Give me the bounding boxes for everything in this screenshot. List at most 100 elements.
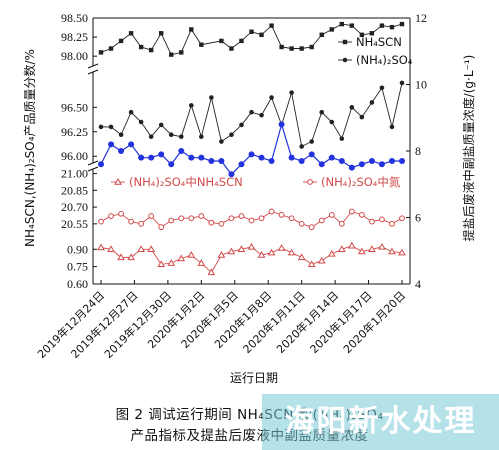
data-point [107, 245, 115, 252]
y-right-tick-label: 10 [415, 78, 427, 92]
data-point [287, 248, 296, 256]
y-left-tick-label: 20.70 [61, 200, 88, 214]
data-point [269, 95, 274, 100]
data-point [349, 105, 355, 110]
data-point [197, 259, 206, 266]
data-point [278, 121, 285, 128]
data-point [299, 46, 304, 51]
y-left-tick-label: 0.90 [67, 242, 88, 256]
data-point [328, 154, 335, 161]
y-left-tick-label: 20.55 [61, 217, 88, 231]
data-point [98, 161, 104, 168]
series-line [101, 82, 403, 148]
data-point [288, 154, 295, 161]
data-point [319, 32, 324, 37]
data-point [379, 85, 385, 91]
data-point [159, 31, 164, 36]
axis-break-mark [87, 69, 99, 75]
data-point [359, 32, 365, 37]
data-point [358, 161, 365, 168]
y-left-tick-label: 98.50 [61, 11, 88, 25]
data-point [108, 141, 115, 148]
data-point [227, 247, 236, 255]
data-point [267, 248, 276, 256]
data-point [298, 157, 305, 164]
data-point [228, 171, 235, 178]
data-point [118, 38, 124, 44]
y-left-tick-label: 96.00 [61, 149, 88, 163]
data-point [318, 161, 325, 168]
data-point [339, 21, 344, 27]
axis-break-gap [89, 66, 97, 72]
data-point [199, 134, 204, 139]
chart-legend: NH₄SCN (NH₄)₂SO₄ (NH₄)₂SO₄中NH₄SCN (NH₄)₂SO₄… [111, 35, 413, 189]
y-left-tick-label: 98.25 [61, 30, 88, 44]
data-point [308, 151, 315, 158]
data-point [368, 157, 375, 164]
data-point [249, 109, 254, 115]
data-point [168, 161, 175, 168]
y-left-tick-label: 0.75 [67, 260, 88, 274]
data-point [327, 249, 336, 257]
data-point [378, 242, 386, 250]
chart-axes [87, 17, 411, 285]
y-left-tick-label: 98.00 [61, 49, 88, 63]
legend-marker [114, 177, 122, 185]
x-axis-label: 运行日期 [230, 371, 278, 385]
data-point [368, 245, 376, 252]
data-point [108, 213, 114, 219]
data-point [248, 217, 255, 224]
x-tick-label: 2020年1月5日 [178, 288, 241, 351]
data-point [399, 157, 405, 164]
data-point [157, 260, 166, 268]
legend-marker [307, 179, 313, 185]
axis-break-mark [87, 166, 99, 172]
data-point [208, 219, 215, 226]
data-point [379, 216, 385, 223]
data-point [118, 210, 124, 217]
y-left-tick-label: 20.85 [61, 183, 88, 197]
data-point [259, 112, 264, 118]
data-point [289, 90, 294, 95]
y-right-tick-label: 4 [415, 277, 421, 291]
data-point [369, 31, 375, 36]
data-point [138, 44, 144, 50]
data-point [399, 215, 405, 222]
chart: 98.50 98.25 98.00 96.50 96.25 96.00 21.00 20.85… [22, 11, 476, 385]
data-point [108, 46, 114, 51]
data-point [167, 259, 176, 266]
axis-break-gap [89, 163, 97, 169]
data-point [298, 220, 305, 227]
data-point [318, 217, 325, 224]
data-point [168, 132, 174, 138]
data-point [178, 134, 184, 139]
data-point [358, 247, 366, 255]
data-point [179, 50, 184, 55]
data-point [337, 245, 346, 252]
legend-label: (NH₄)₂SO₄ [356, 53, 413, 67]
data-point [338, 220, 345, 227]
data-point [97, 243, 105, 251]
data-point [349, 23, 355, 28]
data-point [169, 52, 174, 57]
data-point [309, 139, 315, 144]
data-point [239, 122, 244, 128]
data-point [98, 50, 104, 55]
data-point [198, 154, 205, 161]
legend-entry-0: NH₄SCN [338, 35, 402, 49]
data-point [378, 161, 385, 168]
data-point [347, 241, 356, 249]
data-point [389, 220, 395, 227]
data-point [168, 217, 175, 224]
data-point [248, 151, 255, 158]
y-right-tick-label: 8 [415, 144, 421, 158]
data-point [309, 44, 314, 50]
data-point [128, 109, 134, 115]
data-point [249, 29, 254, 34]
data-point [188, 215, 195, 222]
data-point [108, 124, 114, 130]
data-point [398, 248, 406, 256]
data-point [207, 268, 216, 276]
data-point [148, 213, 155, 219]
data-point [348, 208, 355, 215]
